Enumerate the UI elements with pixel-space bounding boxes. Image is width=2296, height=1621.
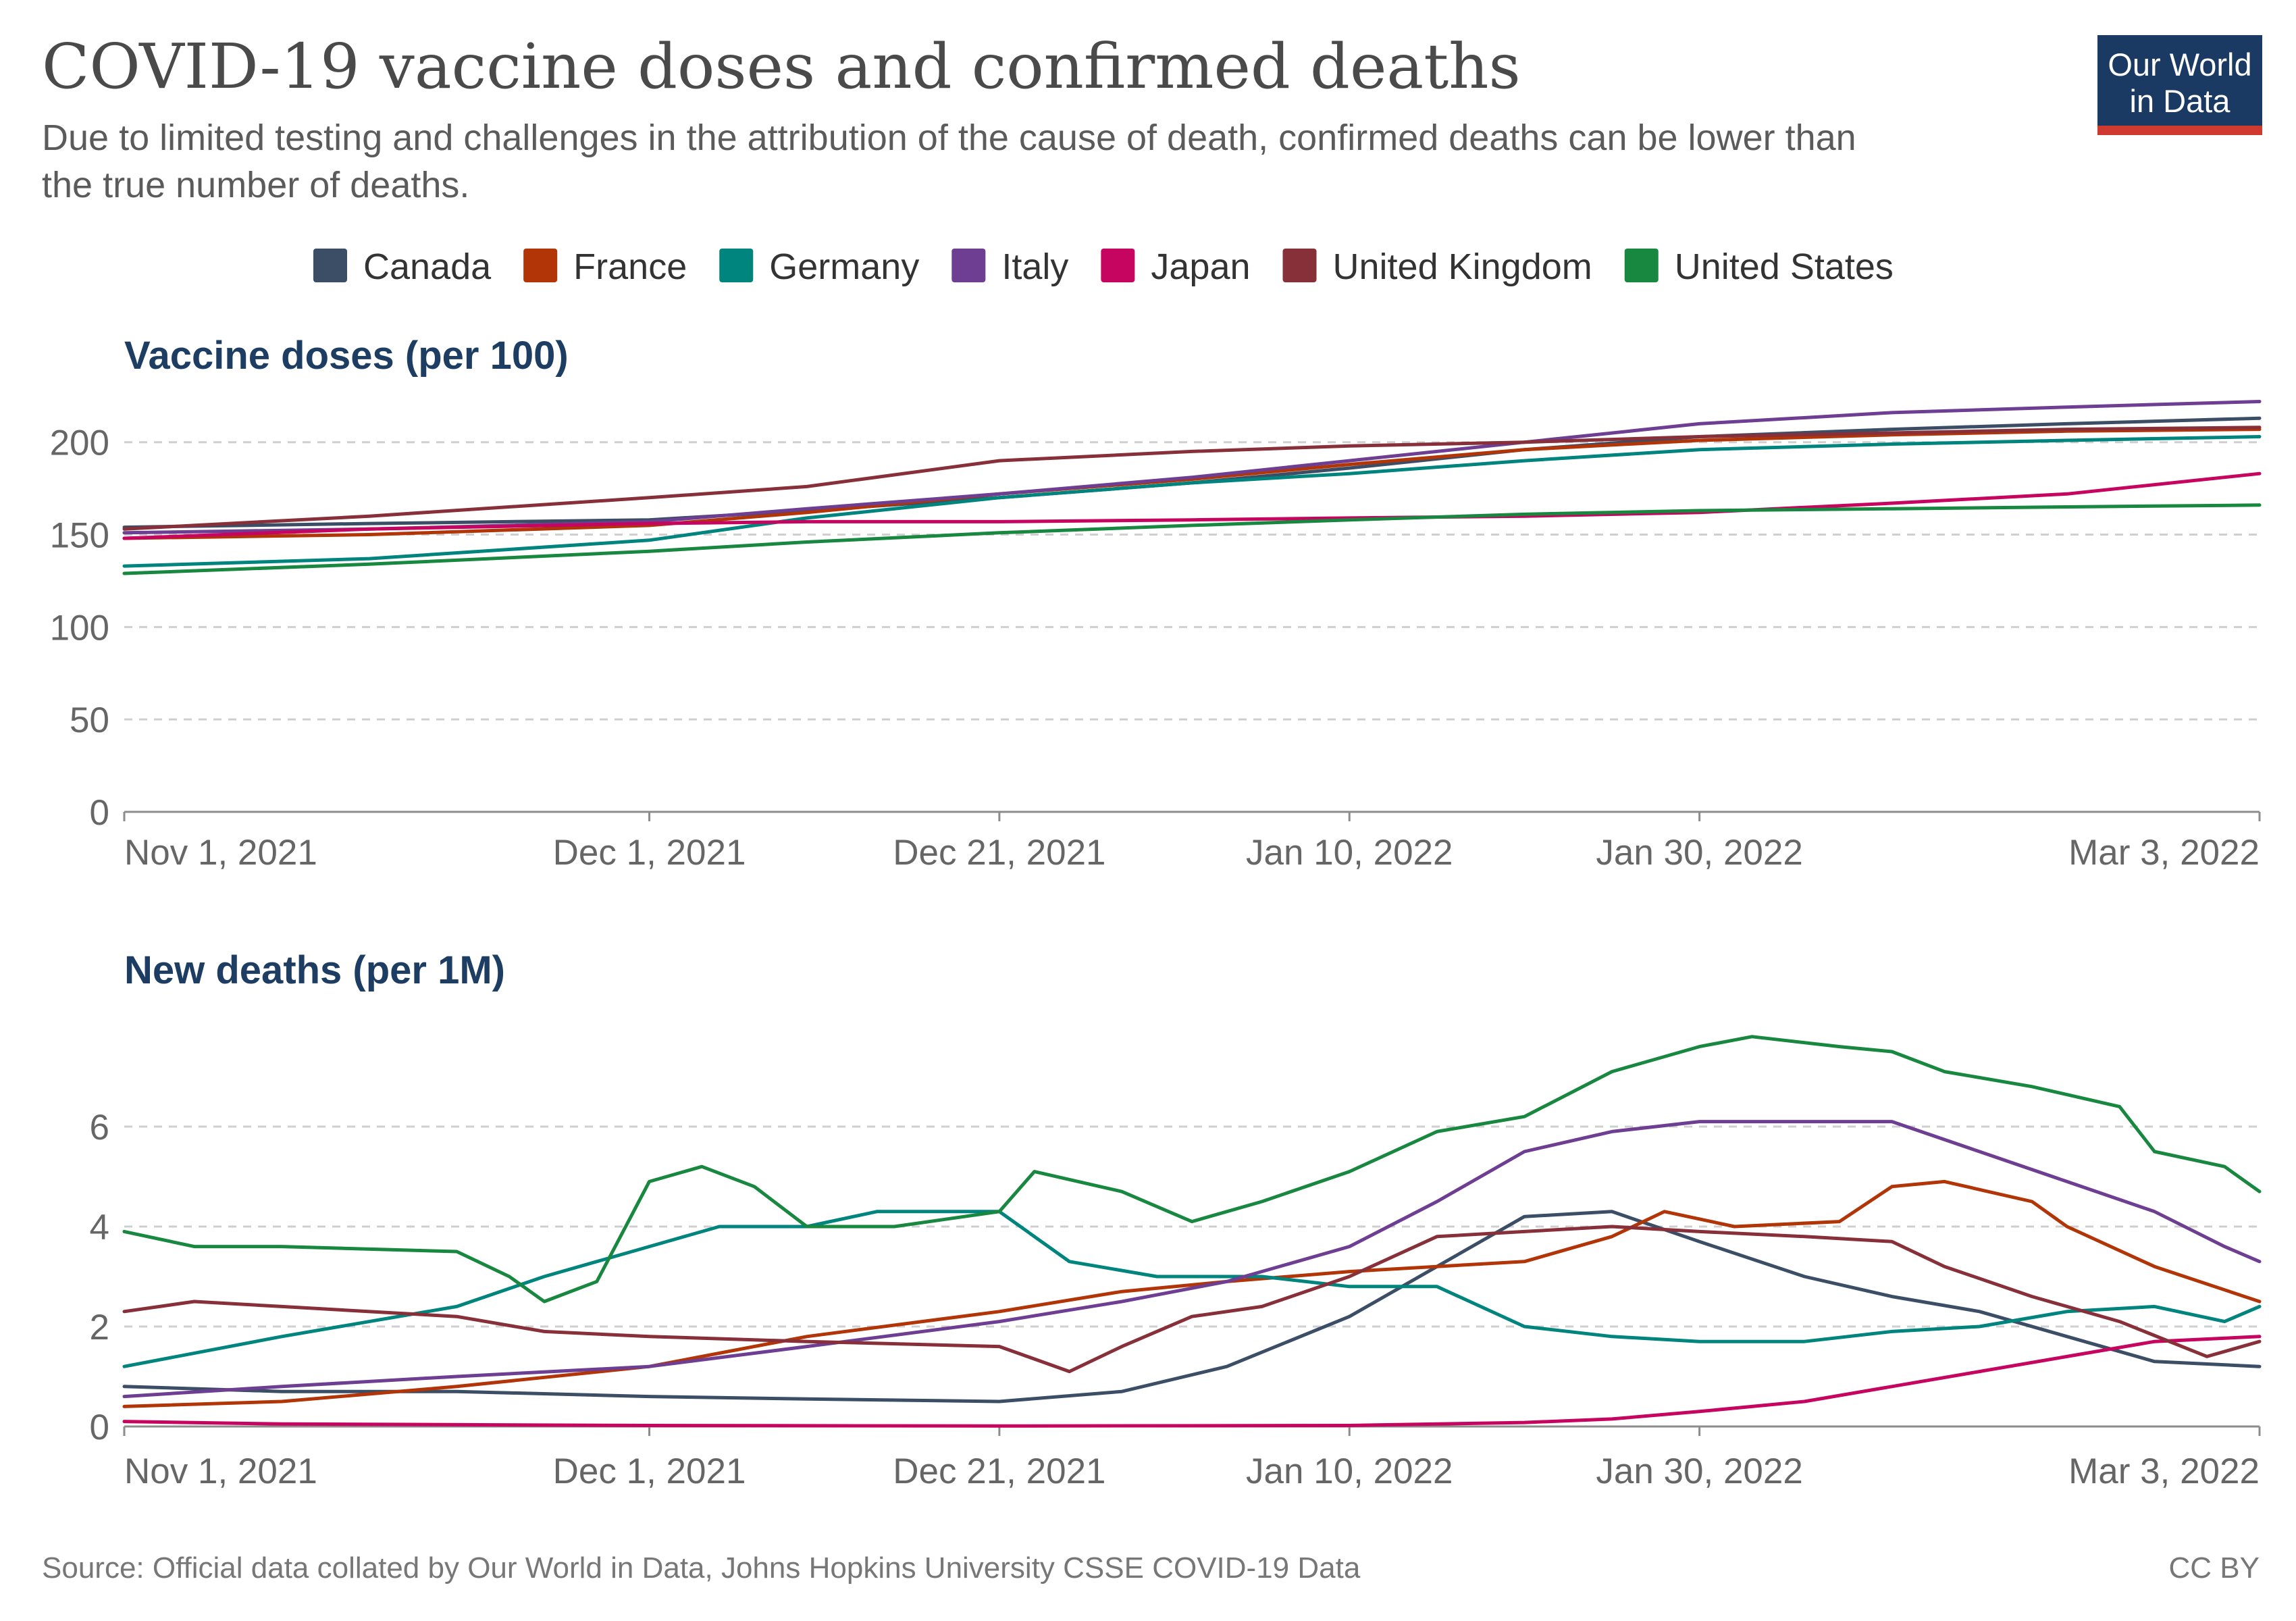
series-line-france[interactable]	[122, 428, 2262, 540]
legend-label-united-states: United States	[1675, 247, 1894, 287]
legend-label-germany: Germany	[769, 247, 919, 287]
x-tick-label-dec-1-2021: Dec 1, 2021	[553, 833, 746, 873]
legend-swatch-germany	[719, 249, 754, 282]
owid-logo[interactable]: Our World in Data	[2097, 35, 2262, 135]
y-tick-label-200: 200	[50, 423, 109, 463]
y-tick-label-2: 2	[90, 1308, 109, 1347]
logo-line2: in Data	[2130, 83, 2231, 119]
x-tick-label-dec-21-2021: Dec 21, 2021	[893, 1451, 1105, 1491]
x-tick-label-nov-1-2021: Nov 1, 2021	[124, 1451, 317, 1491]
x-tick-label-jan-30-2022: Jan 30, 2022	[1596, 1451, 1802, 1491]
series-line-canada[interactable]	[122, 416, 2262, 530]
logo-underline	[2097, 126, 2262, 135]
legend: Canada France Germany Italy Japan United King…	[313, 247, 1894, 287]
y-tick-label-0: 0	[90, 1408, 109, 1447]
y-tick-label-50: 50	[70, 700, 109, 740]
series-line-france[interactable]	[122, 1179, 2262, 1408]
legend-item-united-states[interactable]: United States	[1624, 247, 1894, 287]
legend-swatch-united-kingdom	[1282, 249, 1317, 282]
source-note: Source: Official data collated by Our Wo…	[42, 1551, 1361, 1585]
x-tick-label-dec-1-2021: Dec 1, 2021	[553, 1451, 746, 1491]
new-deaths-chart: 0 2 4 6 Nov 1, 2021 Dec 1, 2021 Dec 21, 2021 Ja…	[90, 1035, 2262, 1491]
legend-swatch-united-states	[1624, 249, 1659, 282]
y-tick-label-4: 4	[90, 1208, 109, 1247]
series-line-italy[interactable]	[122, 1120, 2262, 1399]
logo-background	[2097, 35, 2262, 126]
vaccine-panel-title: Vaccine doses (per 100)	[124, 334, 569, 378]
x-tick-label-nov-1-2021: Nov 1, 2021	[124, 833, 317, 873]
series-line-germany[interactable]	[122, 1210, 2262, 1368]
x-tick-label-jan-10-2022: Jan 10, 2022	[1246, 1451, 1453, 1491]
chart-title: COVID-19 vaccine doses and confirmed dea…	[42, 30, 1521, 103]
vaccine-doses-chart: 0 50 100 150 200 Nov 1, 2021 Dec 1, 2021 Dec 21…	[50, 400, 2262, 873]
x-tick-label-jan-10-2022: Jan 10, 2022	[1246, 833, 1453, 873]
legend-item-united-kingdom[interactable]: United Kingdom	[1282, 247, 1592, 287]
legend-item-canada[interactable]: Canada	[313, 247, 492, 287]
legend-label-japan: Japan	[1151, 247, 1250, 287]
series-line-canada[interactable]	[122, 1210, 2262, 1404]
series-line-united-kingdom[interactable]	[122, 426, 2262, 531]
chart-subtitle-line1: Due to limited testing and challenges in…	[42, 118, 1856, 158]
x-tick-label-mar-3-2022: Mar 3, 2022	[2068, 1451, 2260, 1491]
legend-swatch-japan	[1101, 249, 1135, 282]
y-tick-label-0: 0	[90, 793, 109, 833]
legend-item-france[interactable]: France	[523, 247, 687, 287]
y-tick-label-100: 100	[50, 608, 109, 648]
series-line-united-states[interactable]	[122, 1035, 2262, 1304]
legend-label-france: France	[573, 247, 687, 287]
license-note[interactable]: CC BY	[2169, 1551, 2260, 1585]
series-line-united-states[interactable]	[122, 503, 2262, 575]
series-line-japan[interactable]	[122, 1335, 2262, 1428]
legend-label-united-kingdom: United Kingdom	[1333, 247, 1592, 287]
series-line-japan[interactable]	[122, 471, 2262, 540]
x-tick-label-mar-3-2022: Mar 3, 2022	[2068, 833, 2260, 873]
series-line-italy[interactable]	[122, 400, 2262, 535]
legend-swatch-italy	[951, 249, 986, 282]
legend-item-japan[interactable]: Japan	[1101, 247, 1251, 287]
series-line-germany[interactable]	[122, 435, 2262, 568]
x-tick-label-jan-30-2022: Jan 30, 2022	[1596, 833, 1802, 873]
deaths-panel-title: New deaths (per 1M)	[124, 948, 505, 992]
legend-item-italy[interactable]: Italy	[951, 247, 1068, 287]
legend-item-germany[interactable]: Germany	[719, 247, 919, 287]
chart-subtitle-line2: the true number of deaths.	[42, 165, 469, 205]
series-line-united-kingdom[interactable]	[122, 1225, 2262, 1374]
legend-swatch-canada	[313, 249, 347, 282]
legend-swatch-france	[523, 249, 558, 282]
y-tick-label-6: 6	[90, 1108, 109, 1148]
legend-label-italy: Italy	[1001, 247, 1068, 287]
legend-label-canada: Canada	[363, 247, 492, 287]
x-tick-label-dec-21-2021: Dec 21, 2021	[893, 833, 1105, 873]
y-tick-label-150: 150	[50, 516, 109, 556]
logo-line1: Our World	[2108, 47, 2251, 82]
